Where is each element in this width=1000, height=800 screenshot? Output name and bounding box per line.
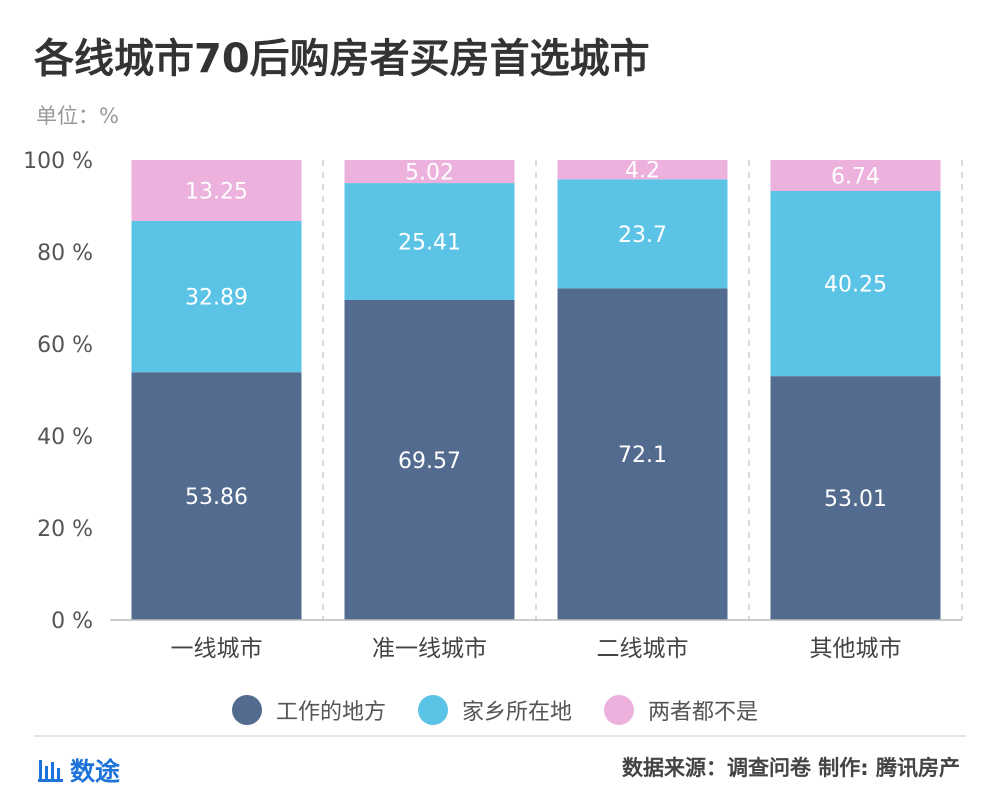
data-label: 13.25 — [185, 179, 248, 204]
bar-segment — [557, 179, 728, 289]
page-title: 各线城市70后购房者买房首选城市 — [34, 36, 650, 82]
brand-logo: 数途 — [38, 752, 120, 788]
bar-segment — [131, 160, 302, 221]
data-label: 53.86 — [185, 485, 248, 510]
legend: 工作的地方 家乡所在地 两者都不是 — [0, 690, 1000, 730]
bar-segment — [344, 183, 515, 300]
legend-item-work: 工作的地方 — [232, 690, 386, 730]
bar-segment — [131, 372, 302, 620]
data-label: 40.25 — [824, 273, 887, 298]
bar-segment — [557, 160, 728, 180]
data-label: 72.1 — [618, 443, 667, 468]
data-label: 6.74 — [831, 165, 880, 190]
y-tick-label: 40 % — [37, 425, 93, 450]
y-tick-label: 60 % — [37, 333, 93, 358]
bar-segment — [344, 299, 515, 620]
data-label: 4.2 — [625, 159, 660, 184]
bar-segment — [557, 288, 728, 620]
x-tick-label: 二线城市 — [597, 636, 689, 662]
data-label: 25.41 — [398, 231, 461, 256]
x-tick-label: 其他城市 — [810, 636, 902, 662]
y-tick-label: 20 % — [37, 517, 93, 542]
unit-label: 单位：% — [36, 104, 119, 128]
legend-swatch-hometown — [418, 695, 448, 725]
data-label: 23.7 — [618, 223, 667, 248]
stacked-bar-chart: 0 % 20 % 40 % 60 % 80 % 100 % 53.86 32.89 13.25 一… — [23, 149, 963, 662]
footer-divider — [34, 735, 966, 737]
data-source: 数据来源：调查问卷 制作: 腾讯房产 — [621, 756, 960, 780]
bar-segment — [770, 160, 941, 192]
bar-segment — [770, 191, 941, 377]
brand-label: 数途 — [70, 757, 121, 786]
y-tick-label: 100 % — [23, 149, 93, 174]
legend-item-hometown: 家乡所在地 — [418, 690, 572, 730]
legend-label-hometown: 家乡所在地 — [462, 700, 573, 725]
data-label: 32.89 — [185, 286, 248, 311]
legend-swatch-work — [232, 695, 262, 725]
data-label: 69.57 — [398, 449, 461, 474]
legend-item-neither: 两者都不是 — [604, 690, 758, 730]
bar-chart-icon — [38, 760, 63, 782]
x-tick-label: 准一线城市 — [372, 636, 487, 662]
bar-segment — [344, 160, 515, 184]
y-tick-label: 0 % — [51, 609, 93, 634]
data-label: 53.01 — [824, 487, 887, 512]
legend-swatch-neither — [604, 695, 634, 725]
bar-segment — [131, 220, 302, 373]
data-label: 5.02 — [405, 161, 454, 186]
x-tick-label: 一线城市 — [171, 636, 263, 662]
bar-segment — [770, 376, 941, 620]
legend-label-work: 工作的地方 — [276, 700, 387, 725]
legend-label-neither: 两者都不是 — [648, 700, 759, 725]
y-tick-label: 80 % — [37, 241, 93, 266]
